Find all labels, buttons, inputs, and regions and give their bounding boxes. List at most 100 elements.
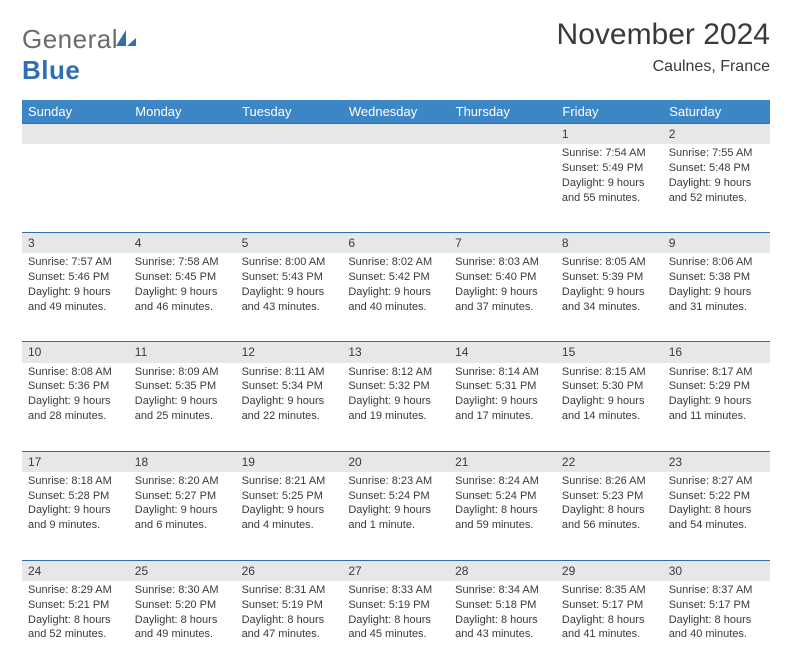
location-label: Caulnes, France [557, 58, 770, 76]
day-number: 25 [129, 560, 236, 581]
daylight-text: Daylight: 8 hours and 59 minutes. [455, 503, 550, 533]
day-cell-body: Sunrise: 8:30 AMSunset: 5:20 PMDaylight:… [129, 581, 236, 646]
sunrise-text: Sunrise: 8:00 AM [242, 255, 337, 270]
day-number: 3 [22, 233, 129, 254]
day-number: 14 [449, 342, 556, 363]
daylight-text: Daylight: 8 hours and 41 minutes. [562, 613, 657, 643]
sunrise-text: Sunrise: 8:37 AM [669, 583, 764, 598]
daylight-text: Daylight: 8 hours and 54 minutes. [669, 503, 764, 533]
day-number: 18 [129, 451, 236, 472]
sunrise-text: Sunrise: 7:58 AM [135, 255, 230, 270]
sunrise-text: Sunrise: 8:33 AM [348, 583, 443, 598]
day-cell-body: Sunrise: 7:55 AMSunset: 5:48 PMDaylight:… [663, 144, 770, 209]
day-number: 13 [342, 342, 449, 363]
day-cell-body: Sunrise: 8:14 AMSunset: 5:31 PMDaylight:… [449, 363, 556, 428]
daylight-text: Daylight: 8 hours and 47 minutes. [242, 613, 337, 643]
day-number: 10 [22, 342, 129, 363]
sunset-text: Sunset: 5:48 PM [669, 161, 764, 176]
day-cell: Sunrise: 7:55 AMSunset: 5:48 PMDaylight:… [663, 144, 770, 233]
day-content-row: Sunrise: 8:18 AMSunset: 5:28 PMDaylight:… [22, 472, 770, 561]
daylight-text: Daylight: 9 hours and 46 minutes. [135, 285, 230, 315]
sunrise-text: Sunrise: 8:06 AM [669, 255, 764, 270]
day-cell: Sunrise: 8:06 AMSunset: 5:38 PMDaylight:… [663, 253, 770, 342]
day-number [129, 124, 236, 145]
calendar-page: General Blue November 2024 Caulnes, Fran… [0, 0, 792, 612]
sunrise-text: Sunrise: 8:21 AM [242, 474, 337, 489]
daylight-text: Daylight: 9 hours and 52 minutes. [669, 176, 764, 206]
day-header-row: SundayMondayTuesdayWednesdayThursdayFrid… [22, 100, 770, 124]
daylight-text: Daylight: 9 hours and 37 minutes. [455, 285, 550, 315]
daylight-text: Daylight: 9 hours and 43 minutes. [242, 285, 337, 315]
daylight-text: Daylight: 8 hours and 40 minutes. [669, 613, 764, 643]
day-cell-body: Sunrise: 7:54 AMSunset: 5:49 PMDaylight:… [556, 144, 663, 209]
day-cell: Sunrise: 8:05 AMSunset: 5:39 PMDaylight:… [556, 253, 663, 342]
day-number: 20 [342, 451, 449, 472]
day-cell: Sunrise: 8:03 AMSunset: 5:40 PMDaylight:… [449, 253, 556, 342]
daylight-text: Daylight: 9 hours and 34 minutes. [562, 285, 657, 315]
day-number: 2 [663, 124, 770, 145]
day-cell: Sunrise: 8:15 AMSunset: 5:30 PMDaylight:… [556, 363, 663, 452]
daylight-text: Daylight: 9 hours and 6 minutes. [135, 503, 230, 533]
sunset-text: Sunset: 5:25 PM [242, 489, 337, 504]
day-cell: Sunrise: 8:35 AMSunset: 5:17 PMDaylight:… [556, 581, 663, 669]
day-cell-body: Sunrise: 8:27 AMSunset: 5:22 PMDaylight:… [663, 472, 770, 537]
sunset-text: Sunset: 5:19 PM [348, 598, 443, 613]
day-header: Thursday [449, 100, 556, 124]
day-cell [449, 144, 556, 233]
sunset-text: Sunset: 5:36 PM [28, 379, 123, 394]
day-number [342, 124, 449, 145]
sunrise-text: Sunrise: 8:27 AM [669, 474, 764, 489]
day-cell: Sunrise: 8:09 AMSunset: 5:35 PMDaylight:… [129, 363, 236, 452]
day-header: Monday [129, 100, 236, 124]
sunrise-text: Sunrise: 8:08 AM [28, 365, 123, 380]
day-cell: Sunrise: 8:18 AMSunset: 5:28 PMDaylight:… [22, 472, 129, 561]
day-cell-body: Sunrise: 7:57 AMSunset: 5:46 PMDaylight:… [22, 253, 129, 318]
day-number: 7 [449, 233, 556, 254]
sunset-text: Sunset: 5:43 PM [242, 270, 337, 285]
day-number: 29 [556, 560, 663, 581]
sunset-text: Sunset: 5:35 PM [135, 379, 230, 394]
day-content-row: Sunrise: 8:29 AMSunset: 5:21 PMDaylight:… [22, 581, 770, 669]
sunset-text: Sunset: 5:31 PM [455, 379, 550, 394]
day-number: 19 [236, 451, 343, 472]
sunrise-text: Sunrise: 8:11 AM [242, 365, 337, 380]
sunset-text: Sunset: 5:32 PM [348, 379, 443, 394]
day-number [449, 124, 556, 145]
day-number [22, 124, 129, 145]
header: General Blue November 2024 Caulnes, Fran… [22, 18, 770, 86]
day-cell: Sunrise: 8:00 AMSunset: 5:43 PMDaylight:… [236, 253, 343, 342]
day-cell: Sunrise: 7:57 AMSunset: 5:46 PMDaylight:… [22, 253, 129, 342]
day-header: Sunday [22, 100, 129, 124]
day-number: 17 [22, 451, 129, 472]
day-cell-body: Sunrise: 8:12 AMSunset: 5:32 PMDaylight:… [342, 363, 449, 428]
day-cell-body: Sunrise: 8:24 AMSunset: 5:24 PMDaylight:… [449, 472, 556, 537]
day-cell: Sunrise: 8:11 AMSunset: 5:34 PMDaylight:… [236, 363, 343, 452]
day-number: 23 [663, 451, 770, 472]
daylight-text: Daylight: 8 hours and 45 minutes. [348, 613, 443, 643]
day-number: 11 [129, 342, 236, 363]
sunrise-text: Sunrise: 8:31 AM [242, 583, 337, 598]
calendar-head: SundayMondayTuesdayWednesdayThursdayFrid… [22, 100, 770, 124]
daylight-text: Daylight: 9 hours and 19 minutes. [348, 394, 443, 424]
day-cell: Sunrise: 8:02 AMSunset: 5:42 PMDaylight:… [342, 253, 449, 342]
sunrise-text: Sunrise: 8:35 AM [562, 583, 657, 598]
sunset-text: Sunset: 5:18 PM [455, 598, 550, 613]
day-cell: Sunrise: 7:54 AMSunset: 5:49 PMDaylight:… [556, 144, 663, 233]
day-number: 12 [236, 342, 343, 363]
sunrise-text: Sunrise: 7:55 AM [669, 146, 764, 161]
day-cell: Sunrise: 8:37 AMSunset: 5:17 PMDaylight:… [663, 581, 770, 669]
title-block: November 2024 Caulnes, France [557, 18, 770, 76]
day-cell: Sunrise: 8:27 AMSunset: 5:22 PMDaylight:… [663, 472, 770, 561]
sunset-text: Sunset: 5:40 PM [455, 270, 550, 285]
brand-text: General Blue [22, 24, 138, 86]
day-cell: Sunrise: 8:30 AMSunset: 5:20 PMDaylight:… [129, 581, 236, 669]
day-header: Saturday [663, 100, 770, 124]
day-cell [342, 144, 449, 233]
day-cell-body: Sunrise: 8:15 AMSunset: 5:30 PMDaylight:… [556, 363, 663, 428]
day-cell: Sunrise: 8:24 AMSunset: 5:24 PMDaylight:… [449, 472, 556, 561]
day-cell: Sunrise: 8:23 AMSunset: 5:24 PMDaylight:… [342, 472, 449, 561]
day-cell: Sunrise: 8:34 AMSunset: 5:18 PMDaylight:… [449, 581, 556, 669]
daylight-text: Daylight: 9 hours and 31 minutes. [669, 285, 764, 315]
sunset-text: Sunset: 5:42 PM [348, 270, 443, 285]
day-number: 16 [663, 342, 770, 363]
